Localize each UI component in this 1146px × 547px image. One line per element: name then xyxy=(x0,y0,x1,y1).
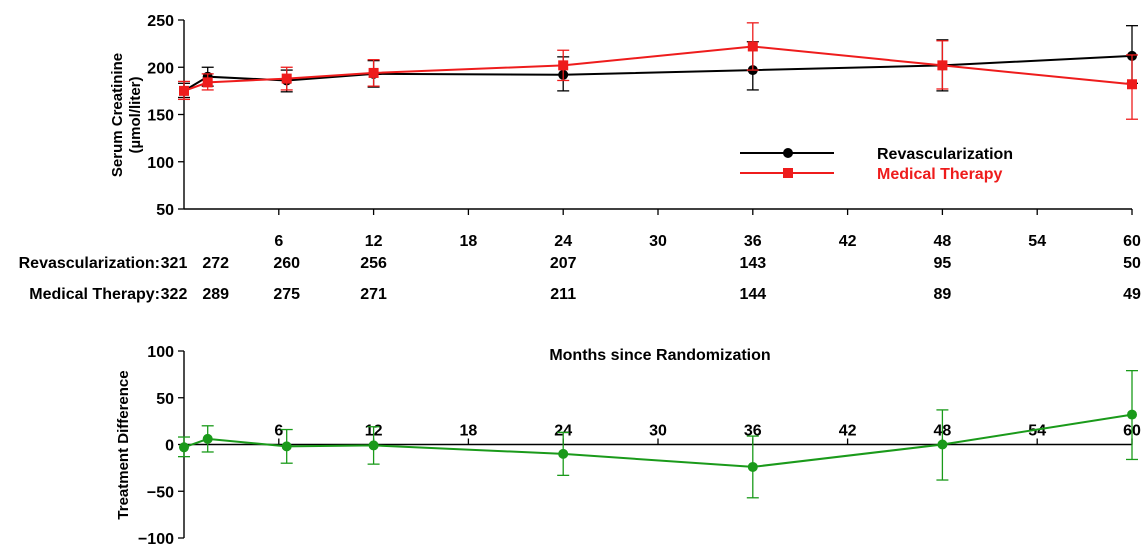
y-axis-label: Serum Creatinine(µmol/liter) xyxy=(109,53,144,177)
x-tick-label: 24 xyxy=(554,233,572,250)
y-tick-label: 150 xyxy=(147,108,174,125)
x-tick-label: 6 xyxy=(274,423,283,440)
y-axis-label-line: (µmol/liter) xyxy=(127,77,144,154)
legend-marker xyxy=(783,168,793,178)
data-point xyxy=(558,60,569,71)
x-axis-title: Months since Randomization xyxy=(549,347,770,364)
data-point xyxy=(937,439,948,450)
data-point xyxy=(368,67,379,78)
x-tick-label: 36 xyxy=(744,423,762,440)
data-point xyxy=(937,60,948,71)
x-tick-label: 18 xyxy=(460,423,478,440)
x-tick-label: 60 xyxy=(1123,233,1141,250)
risk-count: 260 xyxy=(273,255,300,272)
x-tick-label: 30 xyxy=(649,423,667,440)
data-point xyxy=(202,77,213,88)
y-tick-label: 50 xyxy=(156,202,174,219)
y-tick-label: 0 xyxy=(165,438,174,455)
risk-row-label: Medical Therapy: xyxy=(29,286,160,303)
risk-count: 50 xyxy=(1123,255,1141,272)
y-axis-label: Treatment Difference xyxy=(115,370,132,519)
x-tick-label: 24 xyxy=(554,423,572,440)
x-tick-label: 54 xyxy=(1028,423,1046,440)
risk-row-label: Revascularization: xyxy=(19,255,160,272)
data-point xyxy=(179,442,189,453)
x-tick-label: 42 xyxy=(839,423,857,440)
data-point xyxy=(747,461,758,472)
x-tick-label: 42 xyxy=(839,233,857,250)
data-point xyxy=(368,440,379,451)
risk-count: 211 xyxy=(550,286,576,303)
data-point xyxy=(281,441,292,452)
risk-count: 322 xyxy=(161,286,188,303)
risk-count: 275 xyxy=(273,286,300,303)
x-tick-label: 48 xyxy=(934,233,952,250)
data-point xyxy=(179,85,189,96)
legend-marker xyxy=(783,148,793,158)
legend-label: Medical Therapy xyxy=(877,166,1002,183)
data-point xyxy=(1127,79,1137,90)
y-tick-label: 100 xyxy=(147,344,174,361)
x-tick-label: 36 xyxy=(744,233,762,250)
data-point xyxy=(558,448,569,459)
risk-count: 321 xyxy=(161,255,188,272)
x-tick-label: 18 xyxy=(460,233,478,250)
x-tick-label: 12 xyxy=(365,233,383,250)
series-line xyxy=(183,45,1133,92)
series-line xyxy=(183,54,1133,92)
creatinine-chart: 50 100 150 200 250 6 12 18 24 30 36 42 48 54 60 Serum C… xyxy=(109,13,1141,250)
risk-count: 95 xyxy=(934,255,952,272)
data-point xyxy=(1127,409,1137,420)
x-tick-label: 54 xyxy=(1028,233,1046,250)
y-tick-label: −100 xyxy=(138,531,174,547)
y-tick-label: 50 xyxy=(156,391,174,408)
risk-count: 207 xyxy=(550,255,577,272)
data-point xyxy=(747,41,758,52)
numbers-at-risk-table: Revascularization: 321 272 260 256 207 143 95 50… xyxy=(19,255,1141,303)
risk-count: 289 xyxy=(202,286,229,303)
risk-count: 272 xyxy=(202,255,229,272)
x-tick-label: 30 xyxy=(649,233,667,250)
series-line xyxy=(183,413,1133,468)
legend-label: Revascularization xyxy=(877,146,1013,163)
risk-count: 89 xyxy=(934,286,952,303)
x-tick-label: 6 xyxy=(274,233,283,250)
risk-count: 144 xyxy=(739,286,766,303)
risk-count: 49 xyxy=(1123,286,1141,303)
risk-count: 271 xyxy=(360,286,387,303)
data-point xyxy=(281,73,292,84)
y-axis-label-line: Serum Creatinine xyxy=(109,53,126,177)
y-tick-label: 200 xyxy=(147,60,174,77)
y-tick-label: −50 xyxy=(147,484,174,501)
risk-count: 143 xyxy=(739,255,766,272)
risk-count: 256 xyxy=(360,255,387,272)
y-tick-label: 250 xyxy=(147,13,174,30)
data-point xyxy=(202,433,213,444)
y-tick-label: 100 xyxy=(147,155,174,172)
